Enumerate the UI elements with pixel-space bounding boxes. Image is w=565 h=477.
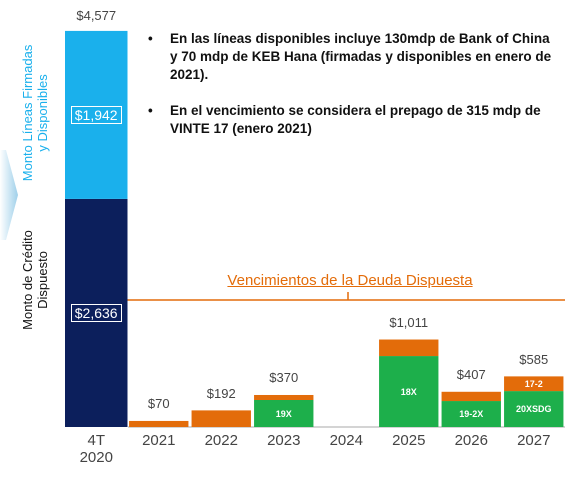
bracket [125, 292, 565, 312]
total-label: $70 [147, 396, 170, 412]
x-tick-label: 2022 [204, 432, 238, 449]
x-tick-label: 2027 [517, 432, 551, 449]
notes: En las líneas disponibles incluye 130mdp… [146, 30, 556, 156]
legend-label: Monto Líneas Firmadas y Disponibles [20, 44, 50, 182]
total-label: $407 [456, 367, 486, 383]
value-label: $2,636 [70, 303, 122, 323]
segment-label: 19-2X [459, 409, 484, 420]
x-tick-label: 2024 [329, 432, 363, 449]
bar-segment [191, 410, 251, 427]
bar-segment [441, 401, 501, 427]
bar-segment [254, 400, 314, 427]
x-tick-label: 2021 [142, 432, 176, 449]
bar-segment [129, 420, 189, 427]
bar-segment [379, 339, 439, 357]
bar-segment [441, 391, 501, 402]
bar-segment [504, 391, 564, 427]
note: En las líneas disponibles incluye 130mdp… [146, 30, 556, 84]
x-tick-label: 2026 [454, 432, 488, 449]
segment-label: 20XSDG [515, 404, 552, 415]
annotation: Vencimientos de la Deuda Dispuesta [227, 272, 473, 289]
bar-segment [379, 356, 439, 427]
segment-label: 19X [275, 408, 292, 419]
bar-segment [254, 394, 314, 401]
x-tick-label: 2025 [392, 432, 426, 449]
segment-label: 17-2 [524, 378, 543, 389]
total-label: $4,577 [76, 8, 117, 24]
value-label: $1,942 [70, 105, 122, 125]
total-label: $370 [269, 370, 299, 386]
total-label: $585 [519, 351, 549, 367]
total-label: $192 [206, 385, 236, 401]
note: En el vencimiento se considera el prepag… [146, 102, 556, 138]
chevron [0, 150, 18, 240]
legend-label: Monto de Crédito Dispuesto [20, 230, 50, 330]
bar-segment [504, 376, 564, 392]
x-tick-label: 4T 2020 [79, 432, 113, 467]
bar-segment [65, 198, 128, 427]
segment-label: 18X [400, 386, 417, 397]
x-tick-label: 2023 [267, 432, 301, 449]
total-label: $1,011 [389, 315, 429, 331]
bar-segment [65, 30, 128, 199]
